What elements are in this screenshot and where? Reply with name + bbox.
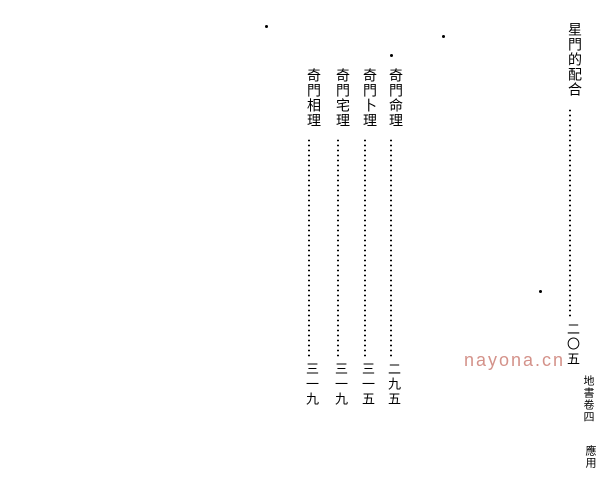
artifact-dot (539, 290, 542, 293)
toc-entry-page: 三一九 (302, 362, 321, 407)
toc-entry-page: 三一九 (331, 362, 350, 407)
toc-entry-page: 二九五 (384, 362, 403, 407)
dotted-leader (337, 138, 339, 358)
dotted-leader (364, 138, 366, 358)
toc-entry-title: 奇門命理 (384, 68, 404, 128)
margin-note: 地書卷四 (580, 375, 596, 423)
toc-entry-page: 三一五 (358, 362, 377, 407)
toc-entry-title: 星門的配合 (563, 22, 583, 97)
margin-note: 應用 (582, 445, 598, 469)
artifact-dot (442, 35, 445, 38)
watermark-text: nayona.cn (464, 350, 565, 371)
artifact-dot (265, 25, 268, 28)
artifact-dot (390, 54, 393, 57)
dotted-leader (308, 138, 310, 358)
dotted-leader (569, 108, 571, 318)
dotted-leader (390, 138, 392, 358)
toc-entry-title: 奇門相理 (302, 68, 322, 128)
toc-entry-title: 奇門卜理 (358, 68, 378, 128)
toc-entry-title: 奇門宅理 (331, 68, 351, 128)
toc-entry-page: 二〇五 (563, 322, 582, 367)
